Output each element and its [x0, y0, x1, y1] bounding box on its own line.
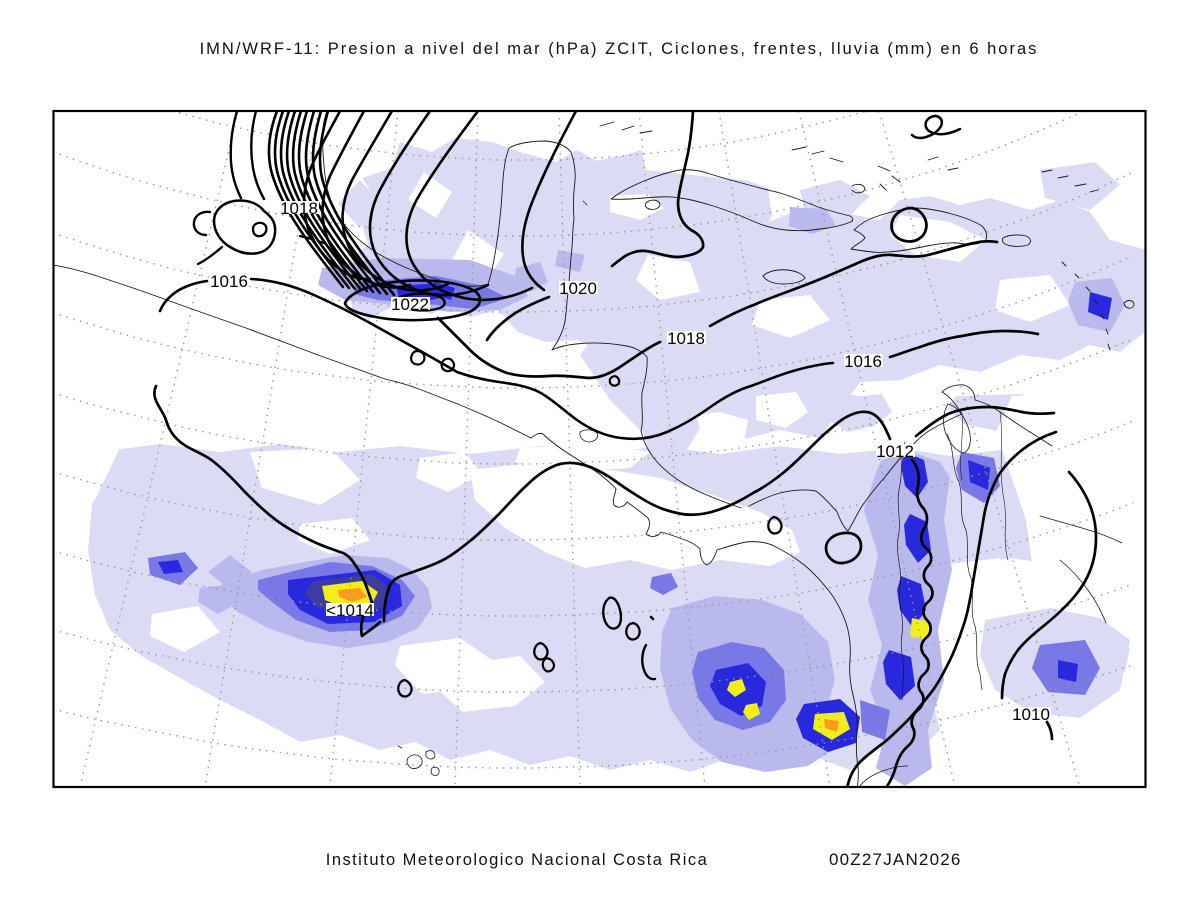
- svg-text:1012: 1012: [876, 442, 914, 461]
- svg-text:1022: 1022: [391, 295, 429, 314]
- svg-text:1018: 1018: [280, 199, 318, 218]
- svg-text:1016: 1016: [844, 352, 882, 371]
- svg-text:Instituto Meteorologico Nacion: Instituto Meteorologico Nacional Costa R…: [326, 851, 708, 869]
- svg-text:1018: 1018: [667, 329, 705, 348]
- svg-text:1010: 1010: [1012, 705, 1050, 724]
- svg-text:<1014: <1014: [326, 601, 374, 620]
- svg-text:1020: 1020: [559, 279, 597, 298]
- svg-text:IMN/WRF-11: Presion a nivel de: IMN/WRF-11: Presion a nivel del mar (hPa…: [200, 40, 1039, 58]
- svg-text:00Z27JAN2026: 00Z27JAN2026: [829, 850, 962, 869]
- svg-text:1016: 1016: [210, 272, 248, 291]
